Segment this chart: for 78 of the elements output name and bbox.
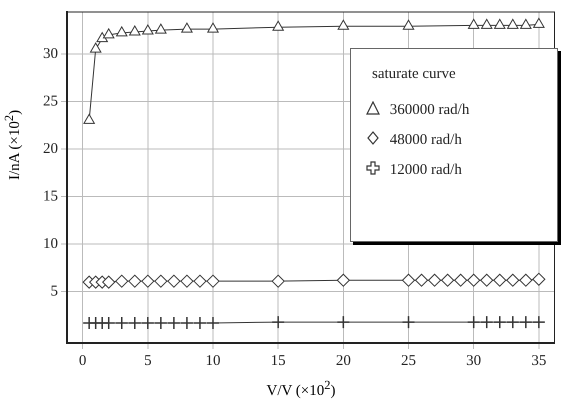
point [193,316,207,330]
point [115,274,128,288]
x-tick-label: 20 [336,352,351,369]
point [96,32,108,42]
point [206,274,220,288]
legend-title: saturate curve [372,66,457,83]
x-tick-label: 25 [401,352,416,369]
point [83,114,95,124]
point [180,274,194,288]
y-tick-label: 10 [43,236,58,252]
point [468,18,480,29]
x-tick-label: 10 [205,352,220,369]
point [154,316,168,330]
point [128,274,142,288]
point [141,274,154,288]
point [506,315,520,329]
legend-label: 360000 rad/h [388,101,470,119]
point [480,315,494,329]
point [116,26,128,36]
point [480,274,494,287]
x-tick-label: 0 [78,352,86,369]
point [103,28,114,38]
point [90,42,102,53]
point [206,316,220,330]
x-tick-label: 15 [270,352,286,369]
point [441,274,454,287]
point [415,274,428,287]
point [102,276,116,289]
point [481,18,492,29]
point [102,316,116,330]
x-axis-title: V/V (×10$^{2}$) [265,378,337,400]
point [271,315,285,329]
point [155,24,167,34]
point [272,274,285,288]
legend-label: 48000 rad/h [388,131,463,149]
point [141,316,155,330]
point [154,274,168,288]
point [428,274,442,287]
point [336,315,350,329]
point [520,18,532,29]
point [533,18,545,28]
point [402,274,416,287]
point [467,274,480,287]
point [129,25,140,36]
point [506,274,520,287]
point [193,274,206,288]
x-tick-label: 35 [531,352,546,369]
point [519,315,533,329]
point [494,18,506,29]
point [532,315,546,329]
x-tick-label: 30 [466,352,482,369]
point [114,316,128,330]
y-tick-label: 25 [43,93,58,110]
point [519,274,532,287]
y-tick-label: 5 [50,284,58,300]
point [167,274,180,288]
point [338,20,350,30]
legend-label: 12000 rad/h [388,161,463,179]
point [180,316,194,330]
y-tick-label: 30 [43,46,58,62]
point [167,316,181,330]
point [507,18,518,29]
point [402,20,414,30]
point [402,315,416,329]
point [142,24,154,35]
y-tick-label: 15 [43,188,58,204]
y-tick-label: 20 [43,140,58,157]
point [454,274,468,287]
x-tick-label: 5 [144,352,152,369]
point [466,315,480,329]
point [207,22,219,33]
point [272,20,284,31]
point [493,274,506,287]
point [128,316,142,330]
point [532,272,546,286]
point [493,315,507,329]
point [336,274,350,287]
point [181,22,193,33]
